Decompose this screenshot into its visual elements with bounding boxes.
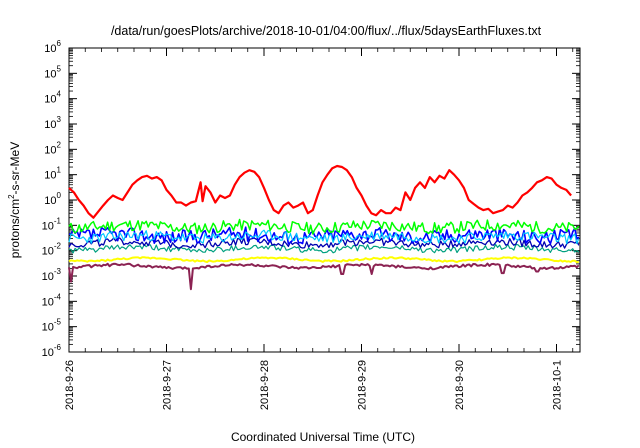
y-tick-label: 106 [44,39,61,55]
x-tick-label: 2018-9-30 [454,360,466,410]
plot-frame [68,47,581,353]
x-tick-label: 2018-9-27 [162,360,174,410]
series-line [68,262,580,291]
series-line [68,218,580,235]
y-tick-labels: 10-6 10-5 10-4 10-3 10-2 10-1 100 101 102 103 104 1… [42,39,62,359]
x-axis-label: Coordinated Universal Time (UTC) [231,430,415,444]
y-tick-label: 103 [44,115,61,131]
y-tick-label: 10-1 [42,216,62,232]
series-line [68,256,579,264]
chart-title: /data/run/goesPlots/archive/2018-10-01/0… [111,24,542,38]
y-tick-label: 10-5 [42,318,62,334]
y-tick-label: 10-3 [42,267,62,283]
series-line [68,164,572,219]
axis-ticks [68,47,580,353]
y-axis-label: protons/cm2-s-sr-MeV [7,142,22,258]
y-tick-label: 104 [44,90,61,106]
data-series [68,164,580,291]
y-tick-label: 10-4 [42,292,62,308]
x-tick-label: 2018-9-26 [64,360,76,410]
x-tick-label: 2018-9-29 [357,360,369,410]
x-tick-labels: 2018-9-26 2018-9-27 2018-9-28 2018-9-29 2018… [64,360,564,410]
series-line [68,243,580,254]
series-line [68,229,580,245]
x-tick-label: 2018-9-28 [259,360,271,410]
y-tick-label: 100 [44,191,61,207]
y-tick-label: 10-6 [42,343,62,359]
y-tick-label: 105 [44,64,61,80]
y-tick-label: 102 [44,140,61,156]
y-tick-label: 10-2 [42,242,62,258]
x-tick-label: 2018-10-1 [552,360,564,410]
y-tick-label: 101 [44,166,61,182]
